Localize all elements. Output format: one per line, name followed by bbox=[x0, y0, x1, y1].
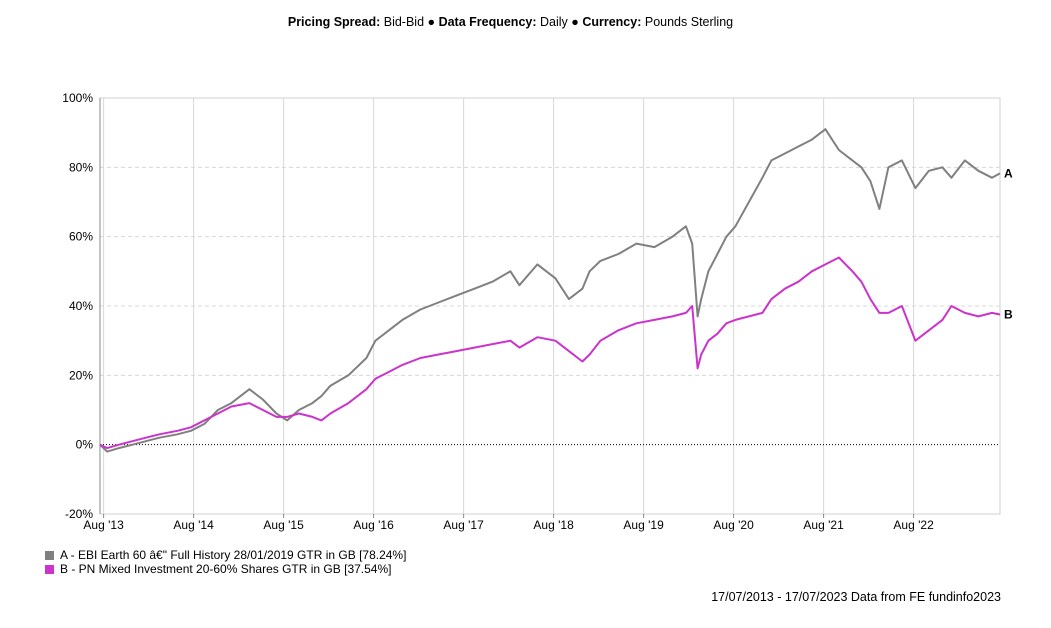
grid bbox=[99, 97, 1001, 515]
spread-value: Bid-Bid bbox=[383, 15, 425, 29]
spread-label: Pricing Spread: bbox=[287, 15, 381, 29]
legend-item-b: B - PN Mixed Investment 20-60% Shares GT… bbox=[45, 562, 406, 576]
x-tick-label: Aug '15 bbox=[263, 518, 304, 532]
x-tick-label: Aug '16 bbox=[353, 518, 394, 532]
x-tick-label: Aug '14 bbox=[173, 518, 214, 532]
axes: -20% 0% 20% 40% 60% 80% 100% Aug '13 Aug '14 Aug … bbox=[62, 91, 1000, 532]
x-tick-label: Aug '18 bbox=[533, 518, 574, 532]
series-end-label-b: B bbox=[1004, 308, 1013, 322]
footer-source: 17/07/2013 - 17/07/2023 Data from FE fun… bbox=[711, 590, 1001, 604]
y-tick-label: 0% bbox=[76, 438, 94, 452]
frequency-value: Daily bbox=[540, 15, 568, 29]
legend-swatch-a bbox=[45, 550, 54, 560]
legend-swatch-b bbox=[45, 564, 54, 574]
y-tick-label: 20% bbox=[69, 368, 93, 382]
x-tick-label: Aug '13 bbox=[83, 518, 124, 532]
legend-label-b: B - PN Mixed Investment 20-60% Shares GT… bbox=[60, 562, 392, 576]
x-tick-label: Aug '22 bbox=[893, 518, 934, 532]
y-tick-label: 80% bbox=[69, 160, 93, 174]
labels: AB bbox=[1004, 166, 1013, 321]
series bbox=[99, 128, 1001, 453]
separator-2: ● bbox=[571, 15, 579, 29]
separator-1: ● bbox=[427, 15, 436, 29]
x-tick-label: Aug '19 bbox=[623, 518, 664, 532]
chart-header: Pricing Spread: Bid-Bid ● Data Frequency… bbox=[0, 15, 1021, 29]
currency-label: Currency: bbox=[582, 15, 642, 29]
x-tick-label: Aug '20 bbox=[713, 518, 754, 532]
y-tick-label: 100% bbox=[62, 91, 93, 105]
x-tick-label: Aug '17 bbox=[443, 518, 484, 532]
legend-label-a: A - EBI Earth 60 â€" Full History 28/01/… bbox=[60, 548, 407, 562]
y-tick-label: 40% bbox=[69, 299, 93, 313]
legend-item-a: A - EBI Earth 60 â€" Full History 28/01/… bbox=[45, 548, 406, 562]
series-line-a bbox=[99, 128, 1001, 453]
currency-value: Pounds Sterling bbox=[644, 15, 734, 29]
legend: A - EBI Earth 60 â€" Full History 28/01/… bbox=[45, 548, 406, 576]
y-tick-label: 60% bbox=[69, 230, 93, 244]
series-end-label-a: A bbox=[1004, 166, 1013, 180]
y-tick-label: -20% bbox=[65, 507, 93, 521]
series-line-b bbox=[99, 256, 1001, 450]
x-tick-label: Aug '21 bbox=[803, 518, 844, 532]
frequency-label: Data Frequency: bbox=[438, 15, 537, 29]
